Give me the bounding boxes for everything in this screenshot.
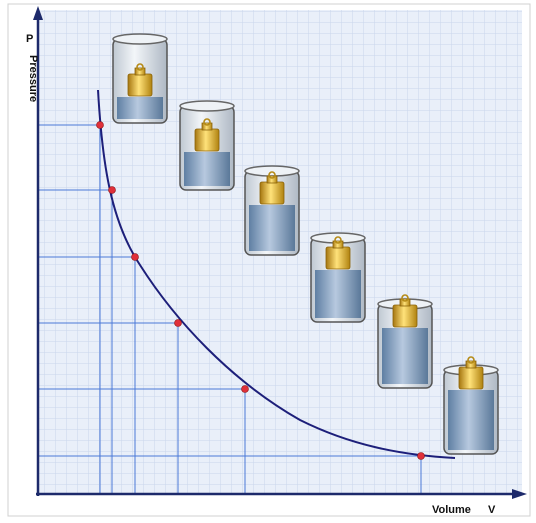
- cylinder: [378, 295, 432, 388]
- cylinder: [180, 101, 234, 190]
- boyle-diagram: P Pressure Volume V: [0, 0, 536, 523]
- x-symbol: V: [488, 504, 496, 516]
- cylinder: [444, 357, 498, 454]
- cylinder: [311, 233, 365, 322]
- cylinder: [113, 34, 167, 123]
- x-label: Volume: [432, 504, 471, 516]
- y-symbol: P: [26, 33, 33, 45]
- y-label: Pressure: [27, 55, 39, 102]
- cylinder: [245, 166, 299, 255]
- page: {"axes": {"y_symbol": "P", "y_label": "P…: [0, 0, 536, 523]
